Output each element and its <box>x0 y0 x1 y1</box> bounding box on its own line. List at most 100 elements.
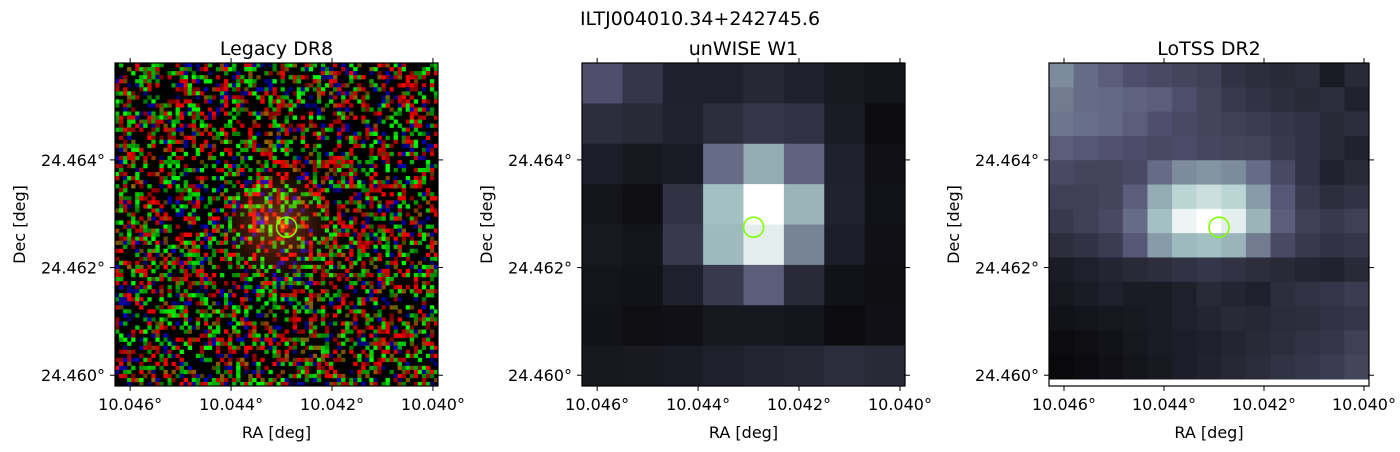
pixel <box>401 135 406 141</box>
pixel <box>228 293 233 298</box>
pixel <box>147 256 152 262</box>
pixel <box>260 268 265 274</box>
pixel <box>280 297 285 302</box>
pixel <box>135 63 140 68</box>
pixel <box>252 188 257 193</box>
pixel <box>191 244 197 250</box>
pixel <box>296 188 302 193</box>
pixel <box>264 325 269 330</box>
pixel <box>373 131 378 136</box>
pixel <box>622 345 664 387</box>
pixel <box>405 285 411 290</box>
pixel <box>183 272 188 278</box>
pixel <box>215 365 221 371</box>
pixel <box>401 365 406 371</box>
pixel <box>300 91 306 96</box>
pixel <box>385 204 390 209</box>
pixel <box>131 95 136 100</box>
pixel <box>139 111 144 116</box>
pixel <box>191 373 197 379</box>
pixel <box>409 196 415 201</box>
pixel <box>244 361 249 367</box>
pixel <box>191 127 197 132</box>
pixel <box>260 281 265 286</box>
pixel <box>304 184 310 189</box>
pixel <box>123 369 128 375</box>
y-axis-label: Dec [deg] <box>477 185 496 264</box>
pixel <box>433 163 439 169</box>
pixel <box>224 341 229 346</box>
pixel <box>187 293 193 298</box>
pixel <box>276 224 281 229</box>
pixel <box>433 369 439 375</box>
pixel <box>228 256 233 262</box>
pixel <box>252 143 257 149</box>
pixel <box>256 192 261 197</box>
pixel <box>211 196 217 201</box>
pixel <box>219 216 225 221</box>
pixel <box>308 95 314 100</box>
pixel <box>236 192 241 197</box>
pixel <box>743 143 785 185</box>
pixel <box>337 184 342 189</box>
pixel <box>256 297 261 302</box>
pixel <box>377 75 382 80</box>
pixel <box>232 349 237 354</box>
pixel <box>421 180 427 185</box>
pixel <box>215 349 221 354</box>
pixel <box>308 192 314 197</box>
pixel <box>167 309 172 314</box>
pixel <box>240 196 245 201</box>
pixel <box>224 67 229 72</box>
pixel <box>312 361 318 367</box>
pixel <box>1319 233 1345 258</box>
pixel <box>413 107 419 112</box>
pixel <box>280 293 285 298</box>
pixel <box>300 289 306 294</box>
pixel <box>199 131 205 136</box>
pixel <box>312 79 318 84</box>
pixel <box>123 313 128 318</box>
pixel <box>377 204 382 209</box>
pixel <box>308 63 314 68</box>
pixel <box>183 123 188 128</box>
pixel <box>268 87 273 92</box>
pixel <box>353 272 358 278</box>
pixel <box>369 204 374 209</box>
pixel <box>413 276 419 282</box>
pixel <box>187 381 193 387</box>
pixel <box>1245 135 1272 161</box>
pixel <box>333 155 338 161</box>
pixel <box>662 184 704 226</box>
pixel <box>244 155 249 161</box>
pixel <box>417 369 423 375</box>
pixel <box>264 216 269 221</box>
pixel <box>240 155 245 161</box>
pixel <box>268 151 273 157</box>
pixel <box>320 163 326 169</box>
pixel <box>175 281 180 286</box>
pixel <box>264 159 269 165</box>
pixel <box>333 95 338 100</box>
y-tick-label: 24.460° <box>508 366 572 385</box>
pixel <box>228 232 233 237</box>
pixel <box>401 184 406 189</box>
pixel <box>272 63 277 68</box>
pixel <box>1073 87 1099 113</box>
pixel <box>288 127 293 132</box>
pixel <box>385 228 390 233</box>
pixel <box>244 220 249 225</box>
pixel <box>389 293 394 298</box>
pixel <box>304 244 310 250</box>
pixel <box>1295 135 1321 161</box>
pixel <box>389 260 394 266</box>
pixel <box>167 103 172 108</box>
pixel <box>163 224 168 229</box>
pixel <box>369 159 374 165</box>
pixel <box>143 163 148 169</box>
pixel <box>248 216 253 221</box>
pixel <box>211 111 217 116</box>
pixel <box>409 240 415 245</box>
pixel <box>171 377 176 383</box>
pixel <box>276 127 281 132</box>
